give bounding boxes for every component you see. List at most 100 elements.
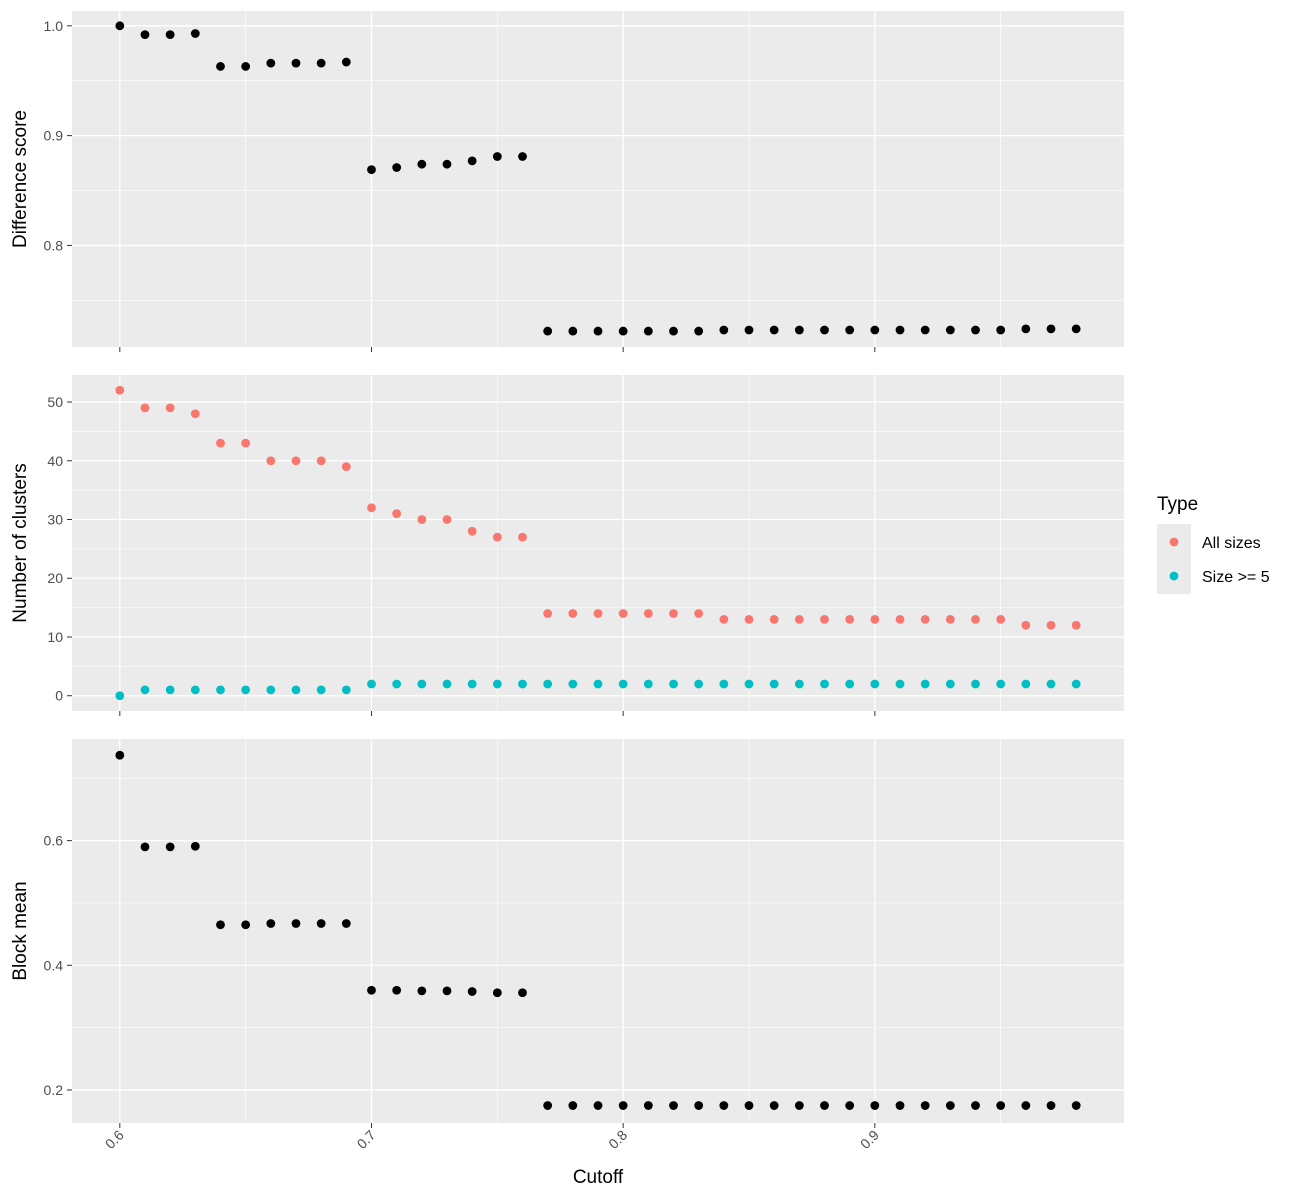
data-point — [769, 325, 779, 335]
data-point — [291, 456, 301, 466]
data-point — [241, 920, 251, 930]
data-point — [417, 986, 427, 996]
data-point — [719, 325, 729, 335]
data-point — [241, 685, 251, 695]
y-axis-title: Number of clusters — [10, 463, 31, 622]
data-point — [115, 750, 125, 760]
data-point — [769, 679, 779, 689]
data-point — [870, 325, 880, 335]
data-point — [216, 920, 225, 930]
data-point — [694, 679, 704, 689]
data-point — [341, 462, 351, 472]
data-point — [1021, 679, 1031, 689]
data-point — [945, 1101, 955, 1110]
data-point — [140, 685, 150, 695]
data-point — [165, 30, 175, 40]
data-point — [870, 614, 880, 624]
data-point — [895, 325, 905, 335]
data-point — [845, 679, 855, 689]
data-point — [920, 325, 930, 335]
data-point — [216, 62, 225, 71]
data-point — [140, 30, 150, 40]
data-point — [1071, 679, 1081, 689]
data-point — [367, 165, 376, 175]
data-point — [996, 325, 1006, 335]
data-point — [719, 614, 729, 624]
panels: 0.8 0.9 1.0 Difference score 0 10 20 30 40 50 Numb… — [10, 11, 1124, 1128]
data-point — [341, 919, 351, 928]
data-point — [115, 21, 125, 31]
data-point — [895, 679, 905, 689]
x-axis: 0.6 0.7 0.8 0.9 — [102, 1127, 882, 1152]
x-tick-label: 0.6 — [102, 1127, 127, 1152]
panel-background — [72, 11, 1124, 347]
data-point — [669, 1101, 678, 1110]
series-2 — [115, 679, 1081, 701]
series-1 — [115, 21, 1081, 336]
data-point — [971, 1101, 980, 1110]
data-point — [669, 609, 678, 618]
data-point — [694, 1101, 704, 1110]
data-point — [769, 614, 779, 624]
data-point — [316, 58, 326, 68]
legend-key-background — [1157, 524, 1191, 594]
data-point — [1046, 679, 1056, 689]
data-point — [744, 679, 754, 689]
data-point — [643, 326, 653, 336]
data-point — [1071, 324, 1081, 334]
data-point — [794, 679, 804, 689]
data-point — [341, 685, 351, 695]
data-point — [769, 1101, 779, 1110]
data-point — [492, 152, 502, 161]
data-point — [417, 679, 427, 689]
data-point — [1071, 1101, 1081, 1110]
data-point — [744, 325, 754, 335]
data-point — [467, 156, 477, 166]
x-tick-label: 0.7 — [354, 1127, 379, 1152]
data-point — [945, 325, 955, 335]
data-point — [115, 385, 125, 395]
data-point — [845, 614, 855, 624]
data-point — [316, 919, 326, 928]
data-point — [870, 679, 880, 689]
y-tick-label: 40 — [47, 453, 63, 469]
data-point — [1021, 324, 1031, 334]
data-point — [895, 1101, 905, 1110]
data-point — [870, 1101, 880, 1110]
data-point — [216, 685, 225, 695]
legend-title: Type — [1157, 494, 1198, 515]
data-point — [996, 679, 1006, 689]
data-point — [593, 1101, 603, 1110]
data-point — [165, 403, 175, 413]
data-point — [568, 326, 578, 336]
data-point — [543, 1101, 553, 1110]
data-point — [971, 325, 980, 335]
legend: Type All sizes Size >= 5 — [1157, 494, 1270, 594]
data-point — [945, 679, 955, 689]
data-point — [1021, 1101, 1031, 1110]
data-point — [467, 987, 477, 996]
legend-label: Size >= 5 — [1202, 569, 1270, 586]
data-point — [392, 163, 402, 172]
data-point — [266, 685, 276, 695]
data-point — [845, 325, 855, 335]
data-point — [316, 685, 326, 695]
data-point — [920, 1101, 930, 1110]
y-tick-label: 10 — [47, 629, 63, 645]
data-point — [367, 985, 376, 995]
x-tick-label: 0.8 — [605, 1127, 630, 1152]
data-point — [1071, 620, 1081, 630]
data-point — [341, 57, 351, 67]
y-tick-label: 0 — [55, 688, 63, 704]
y-axis-title: Difference score — [10, 110, 31, 248]
data-point — [291, 919, 301, 928]
data-point — [568, 1101, 578, 1110]
data-point — [241, 62, 251, 71]
data-point — [241, 438, 251, 448]
y-tick-label: 0.2 — [44, 1082, 64, 1098]
data-point — [543, 609, 553, 618]
data-point — [694, 326, 704, 336]
legend-label: All sizes — [1202, 535, 1261, 552]
legend-entries: All sizes Size >= 5 — [1169, 535, 1270, 586]
data-point — [971, 679, 980, 689]
